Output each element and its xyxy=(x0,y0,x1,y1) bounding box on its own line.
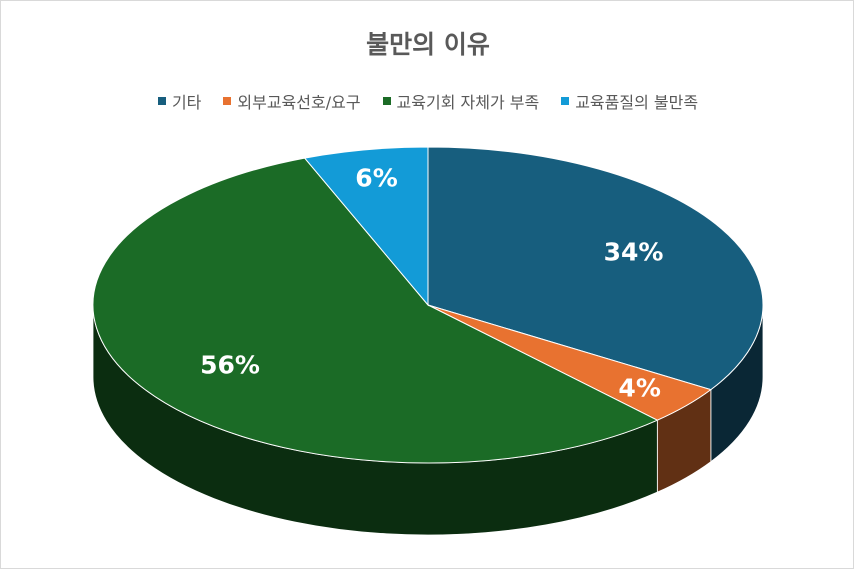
legend-label-quality-dissatisfaction: 교육품질의 불만족 xyxy=(575,93,699,112)
data-label-quality-dissatisfaction: 6% xyxy=(355,164,397,193)
chart-title: 불만의 이유 xyxy=(366,30,490,59)
legend: 기타 외부교육선호/요구 교육기회 자체가 부족 교육품질의 불만족 xyxy=(1,89,854,113)
legend-label-lack-of-opportunity: 교육기회 자체가 부족 xyxy=(396,93,540,112)
legend-item-quality-dissatisfaction: 교육품질의 불만족 xyxy=(561,89,698,113)
legend-swatch-quality-dissatisfaction xyxy=(561,97,570,105)
legend-label-other: 기타 xyxy=(171,93,202,112)
legend-item-lack-of-opportunity: 교육기회 자체가 부족 xyxy=(382,89,540,113)
legend-swatch-other xyxy=(157,97,166,105)
pie-slice-quality-dissatisfaction xyxy=(303,146,429,307)
data-label-lack-of-opportunity: 56% xyxy=(200,350,260,379)
pie-slice-lack-of-opportunity xyxy=(92,157,659,464)
data-label-external-preference: 4% xyxy=(618,374,660,403)
legend-swatch-external-preference xyxy=(223,97,232,105)
legend-label-external-preference: 외부교육선호/요구 xyxy=(237,93,361,112)
legend-item-other: 기타 xyxy=(157,89,202,113)
data-label-other: 34% xyxy=(604,238,664,267)
legend-item-external-preference: 외부교육선호/요구 xyxy=(223,89,361,113)
legend-swatch-lack-of-opportunity xyxy=(382,97,391,105)
pie-slice-other xyxy=(427,146,764,391)
